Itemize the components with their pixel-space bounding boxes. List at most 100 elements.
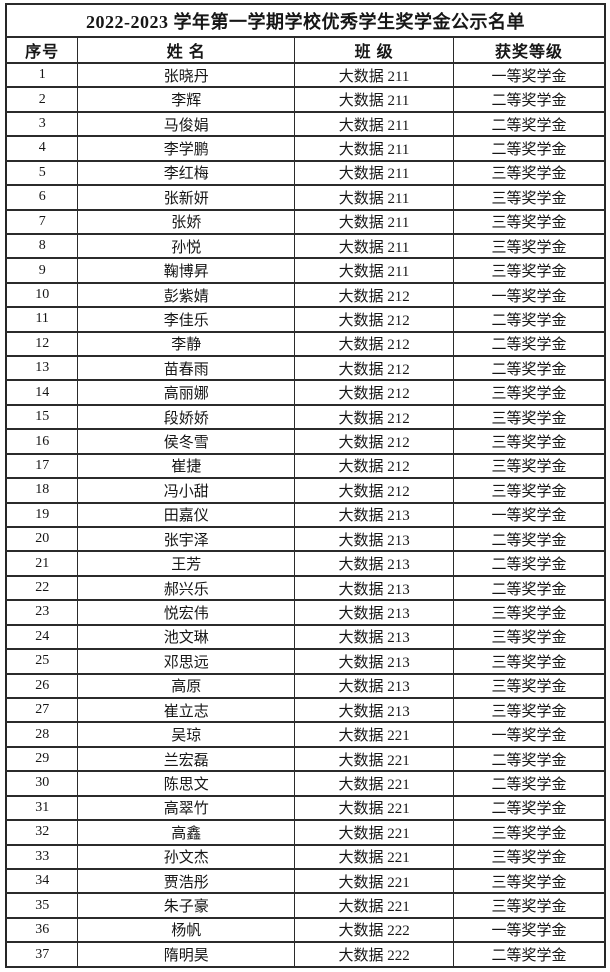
award-level-cell: 一等奖学金 xyxy=(452,501,606,529)
class-name-cell: 大数据 211 xyxy=(294,232,454,260)
row-index-cell: 30 xyxy=(5,770,79,797)
award-level-cell: 三等奖学金 xyxy=(452,696,606,724)
class-name-cell: 大数据 213 xyxy=(294,623,454,651)
award-level-cell: 三等奖学金 xyxy=(452,819,606,846)
award-level-cell: 三等奖学金 xyxy=(452,208,606,235)
table-row: 17 崔捷 大数据 212 三等奖学金 xyxy=(5,452,606,480)
class-name-cell: 大数据 211 xyxy=(294,86,454,113)
class-name-cell: 大数据 222 xyxy=(294,916,454,944)
row-index-cell: 35 xyxy=(5,892,79,919)
award-level-cell: 三等奖学金 xyxy=(452,892,606,919)
table-row: 34 贾浩彤 大数据 221 三等奖学金 xyxy=(5,867,606,895)
row-index-cell: 1 xyxy=(5,61,79,89)
student-name-cell: 陈思文 xyxy=(77,770,296,797)
row-index-cell: 13 xyxy=(5,355,79,382)
table-row: 14 高丽娜 大数据 212 三等奖学金 xyxy=(5,379,606,406)
award-level-cell: 三等奖学金 xyxy=(452,867,606,895)
award-level-cell: 三等奖学金 xyxy=(452,232,606,260)
row-index-cell: 8 xyxy=(5,232,79,260)
class-name-cell: 大数据 221 xyxy=(294,721,454,748)
award-level-cell: 二等奖学金 xyxy=(452,941,606,968)
student-name-cell: 田嘉仪 xyxy=(77,501,296,529)
award-level-cell: 三等奖学金 xyxy=(452,843,606,870)
award-level-cell: 三等奖学金 xyxy=(452,672,606,699)
student-name-cell: 贾浩彤 xyxy=(77,867,296,895)
student-name-cell: 李学鹏 xyxy=(77,135,296,162)
column-header-index: 序号 xyxy=(5,36,79,64)
student-name-cell: 侯冬雪 xyxy=(77,428,296,455)
student-name-cell: 李辉 xyxy=(77,86,296,113)
table-row: 9 鞠博昇 大数据 211 三等奖学金 xyxy=(5,257,606,284)
class-name-cell: 大数据 211 xyxy=(294,208,454,235)
award-level-cell: 三等奖学金 xyxy=(452,623,606,651)
table-row: 6 张新妍 大数据 211 三等奖学金 xyxy=(5,184,606,211)
student-name-cell: 段娇娇 xyxy=(77,403,296,431)
class-name-cell: 大数据 213 xyxy=(294,525,454,553)
table-row: 21 王芳 大数据 213 二等奖学金 xyxy=(5,550,606,577)
table-row: 4 李学鹏 大数据 211 二等奖学金 xyxy=(5,135,606,162)
award-level-cell: 二等奖学金 xyxy=(452,110,606,138)
table-row: 35 朱子豪 大数据 221 三等奖学金 xyxy=(5,892,606,919)
row-index-cell: 14 xyxy=(5,379,79,406)
table-row: 22 郝兴乐 大数据 213 二等奖学金 xyxy=(5,574,606,602)
row-index-cell: 31 xyxy=(5,794,79,822)
award-level-cell: 一等奖学金 xyxy=(452,721,606,748)
student-name-cell: 张新妍 xyxy=(77,184,296,211)
row-index-cell: 9 xyxy=(5,257,79,284)
student-name-cell: 鞠博昇 xyxy=(77,257,296,284)
class-name-cell: 大数据 213 xyxy=(294,648,454,675)
table-row: 28 吴琼 大数据 221 一等奖学金 xyxy=(5,721,606,748)
class-name-cell: 大数据 211 xyxy=(294,110,454,138)
class-name-cell: 大数据 213 xyxy=(294,574,454,602)
student-name-cell: 冯小甜 xyxy=(77,477,296,504)
student-name-cell: 马俊娟 xyxy=(77,110,296,138)
row-index-cell: 21 xyxy=(5,550,79,577)
table-row: 8 孙悦 大数据 211 三等奖学金 xyxy=(5,232,606,260)
student-name-cell: 王芳 xyxy=(77,550,296,577)
student-name-cell: 崔捷 xyxy=(77,452,296,480)
student-name-cell: 郝兴乐 xyxy=(77,574,296,602)
award-level-cell: 二等奖学金 xyxy=(452,525,606,553)
class-name-cell: 大数据 212 xyxy=(294,330,454,358)
table-row: 5 李红梅 大数据 211 三等奖学金 xyxy=(5,159,606,187)
class-name-cell: 大数据 221 xyxy=(294,819,454,846)
class-name-cell: 大数据 211 xyxy=(294,257,454,284)
award-level-cell: 三等奖学金 xyxy=(452,184,606,211)
award-level-cell: 二等奖学金 xyxy=(452,86,606,113)
class-name-cell: 大数据 211 xyxy=(294,61,454,89)
student-name-cell: 池文琳 xyxy=(77,623,296,651)
student-name-cell: 李红梅 xyxy=(77,159,296,187)
table-row: 24 池文琳 大数据 213 三等奖学金 xyxy=(5,623,606,651)
class-name-cell: 大数据 212 xyxy=(294,306,454,333)
row-index-cell: 15 xyxy=(5,403,79,431)
row-index-cell: 18 xyxy=(5,477,79,504)
award-level-cell: 三等奖学金 xyxy=(452,648,606,675)
award-level-cell: 三等奖学金 xyxy=(452,379,606,406)
class-name-cell: 大数据 221 xyxy=(294,892,454,919)
student-name-cell: 吴琼 xyxy=(77,721,296,748)
class-name-cell: 大数据 212 xyxy=(294,281,454,309)
table-row: 7 张娇 大数据 211 三等奖学金 xyxy=(5,208,606,235)
table-row: 31 高翠竹 大数据 221 二等奖学金 xyxy=(5,794,606,822)
student-name-cell: 张晓丹 xyxy=(77,61,296,89)
table-row: 16 侯冬雪 大数据 212 三等奖学金 xyxy=(5,428,606,455)
row-index-cell: 32 xyxy=(5,819,79,846)
student-name-cell: 兰宏磊 xyxy=(77,745,296,773)
class-name-cell: 大数据 213 xyxy=(294,550,454,577)
student-name-cell: 隋明昊 xyxy=(77,941,296,968)
student-name-cell: 孙文杰 xyxy=(77,843,296,870)
table-row: 27 崔立志 大数据 213 三等奖学金 xyxy=(5,696,606,724)
student-name-cell: 张娇 xyxy=(77,208,296,235)
student-name-cell: 张宇泽 xyxy=(77,525,296,553)
award-level-cell: 三等奖学金 xyxy=(452,257,606,284)
row-index-cell: 24 xyxy=(5,623,79,651)
class-name-cell: 大数据 221 xyxy=(294,794,454,822)
table-row: 29 兰宏磊 大数据 221 二等奖学金 xyxy=(5,745,606,773)
award-level-cell: 二等奖学金 xyxy=(452,794,606,822)
award-level-cell: 二等奖学金 xyxy=(452,745,606,773)
row-index-cell: 19 xyxy=(5,501,79,529)
row-index-cell: 20 xyxy=(5,525,79,553)
class-name-cell: 大数据 212 xyxy=(294,452,454,480)
table-row: 23 悦宏伟 大数据 213 三等奖学金 xyxy=(5,599,606,626)
row-index-cell: 28 xyxy=(5,721,79,748)
